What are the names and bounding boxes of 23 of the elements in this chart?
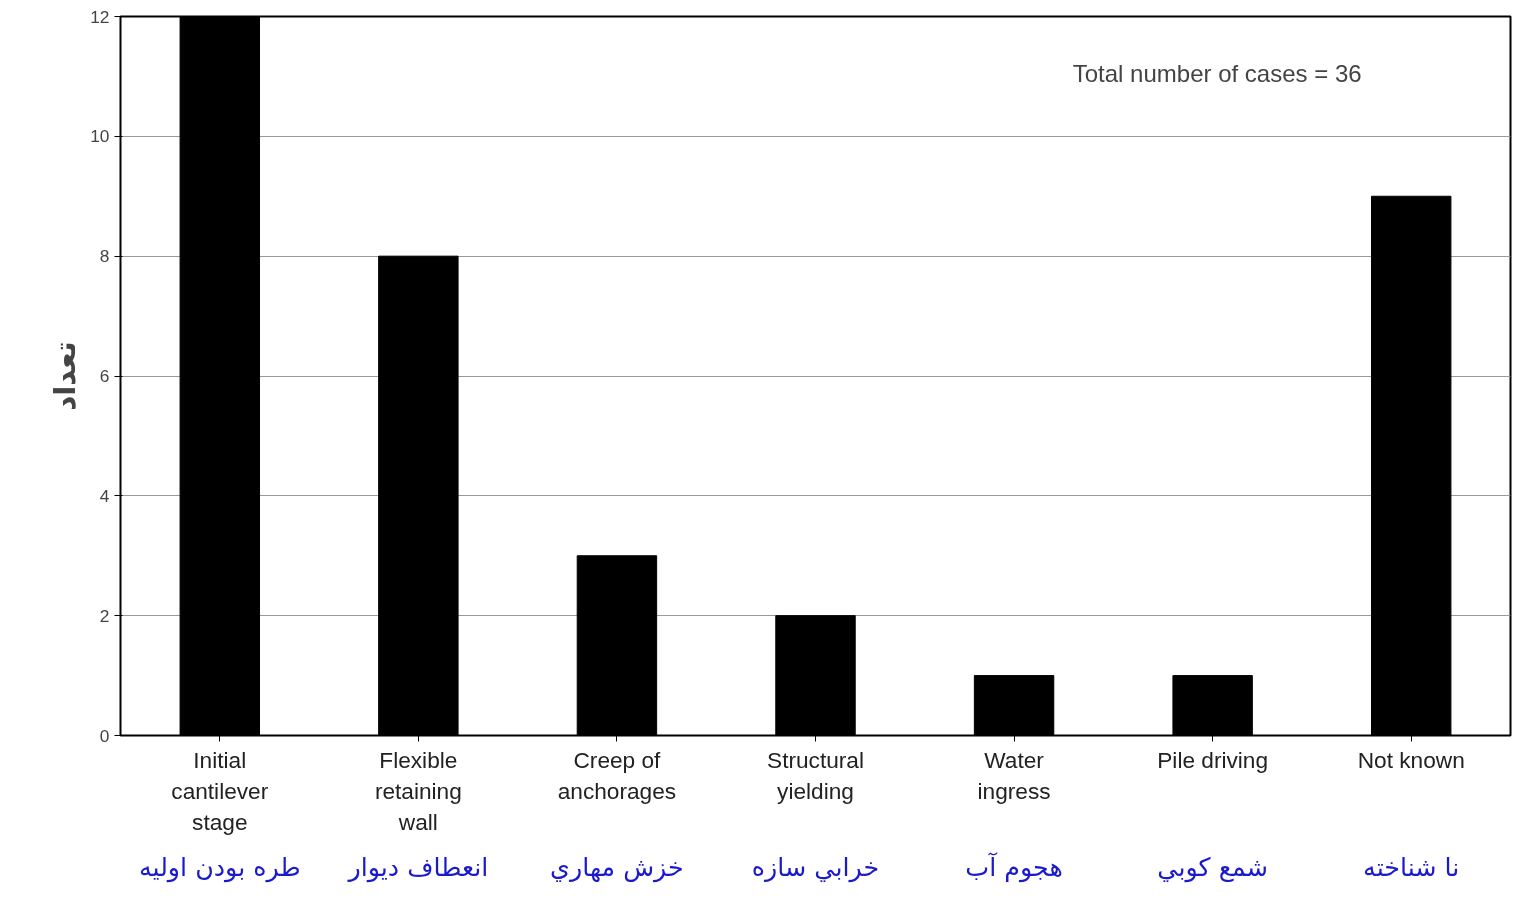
annotation: Total number of cases = 36 — [1072, 59, 1362, 87]
text: هجوم آب — [965, 851, 1063, 883]
x-tick-label: Pile driving — [1157, 746, 1269, 773]
y-tick-label: 0 — [99, 725, 110, 746]
y-axis-title: تعداد — [48, 341, 83, 411]
x-tick-label: Flexible retaining wall — [374, 746, 462, 835]
text: خرابي سازه — [751, 851, 880, 883]
y-tick-label: 6 — [99, 366, 110, 386]
text: شمع كوبي — [1157, 851, 1268, 883]
y-tick-label: 2 — [99, 605, 110, 626]
x-tick-label: Water ingress — [977, 746, 1051, 804]
y-tick-label: 12 — [90, 6, 110, 27]
text: نا شناخته — [1363, 851, 1460, 882]
x-tick-label: Initial cantilever stage — [171, 746, 269, 835]
text: خزش مهاري — [550, 851, 684, 883]
y-tick-label: 8 — [99, 246, 110, 267]
text: انعطاف ديوار — [346, 851, 489, 883]
y-tick-label: 10 — [90, 126, 110, 147]
x-tick-label: Structural yielding — [767, 746, 864, 804]
x-tick-label: Creep of anchorages — [557, 746, 677, 804]
y-tick-label: 4 — [99, 485, 110, 506]
text: طره بودن اوليه — [138, 851, 301, 883]
x-tick-label: Not known — [1357, 746, 1465, 773]
